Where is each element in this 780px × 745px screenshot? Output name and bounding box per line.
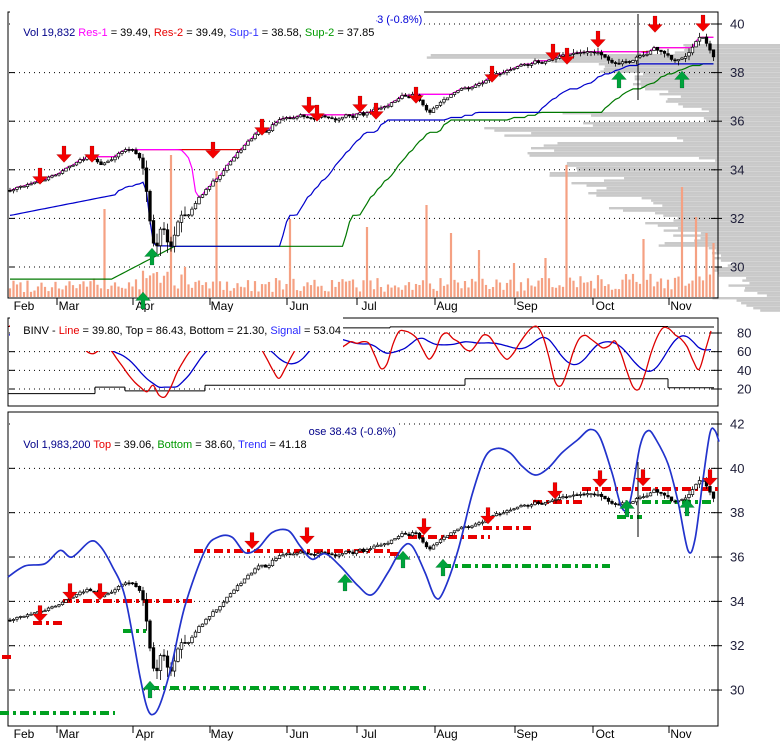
panel3-signal-arrows — [32, 469, 718, 699]
month-label: Nov — [670, 299, 691, 313]
osc-line-label: Line — [58, 325, 80, 337]
y-axis-label: 38 — [730, 65, 744, 80]
panel2-symbol: BINV - — [23, 325, 59, 337]
panel3-volume: Vol 1,983,200 — [23, 439, 94, 451]
month-label: Mar — [59, 299, 80, 313]
month-label: Oct — [596, 727, 615, 741]
top-label: Top — [93, 439, 112, 451]
y-axis-label: 34 — [730, 162, 744, 177]
sup1-value: = 38.58, — [258, 27, 305, 39]
sup2-label: Sup-2 — [304, 27, 335, 39]
y-axis-label: 40 — [730, 461, 744, 476]
trend-line — [7, 427, 720, 716]
panel3-candles — [8, 476, 716, 680]
month-label: Aug — [436, 727, 457, 741]
top-value: = 39.06, — [111, 439, 158, 451]
month-label: Sep — [516, 299, 538, 313]
month-label: Aug — [436, 299, 457, 313]
volume-bars — [8, 155, 715, 297]
y-axis-label: 40 — [730, 17, 744, 32]
y-axis-label: 20 — [737, 381, 751, 396]
bottom-label: Bottom — [157, 439, 193, 451]
y-axis-label: 60 — [737, 344, 751, 359]
month-label: May — [211, 727, 234, 741]
y-axis-label: 30 — [730, 260, 744, 275]
month-label: Jun — [289, 299, 308, 313]
panel2-header: BINV - Line = 39.80, Top = 86.43, Bottom… — [10, 312, 344, 351]
month-label: Nov — [670, 727, 691, 741]
sup2-value: = 37.85 — [334, 27, 375, 39]
y-axis-label: 36 — [730, 550, 744, 565]
y-axis-label: 32 — [730, 638, 744, 653]
month-label: Jun — [289, 727, 308, 741]
y-axis-label: 34 — [730, 594, 744, 609]
panel1-grid: 40 38 36 34 32 30 — [7, 11, 744, 299]
y-axis-label: 42 — [730, 417, 744, 432]
y-axis-label: 80 — [737, 326, 751, 341]
month-label: May — [211, 299, 234, 313]
panel2-oscillator: 80 60 40 20 — [7, 317, 751, 407]
y-axis-label: 36 — [730, 114, 744, 129]
res2-value: = 39.49, — [183, 27, 230, 39]
y-axis-label: 32 — [730, 211, 744, 226]
res1-value: = 39.49, — [107, 27, 154, 39]
osc-signal-label: Signal — [270, 325, 301, 337]
y-axis-label: 38 — [730, 505, 744, 520]
osc-signal-value: = 53.04 — [300, 325, 342, 337]
y-axis-label: 30 — [730, 683, 744, 698]
month-label: Oct — [596, 299, 615, 313]
res2-label: Res-2 — [153, 27, 184, 39]
month-label: Mar — [59, 727, 80, 741]
trend-label: Trend — [238, 439, 267, 451]
bottom-value: = 38.60, — [192, 439, 239, 451]
month-label: Jul — [361, 727, 376, 741]
trend-value: = 41.18 — [266, 439, 307, 451]
osc-mid-values: = 39.80, Top = 86.43, Bottom = 21.30, — [79, 325, 271, 337]
month-label: Apr — [136, 727, 155, 741]
panel1-volume: Vol 19,832 — [23, 27, 79, 39]
panel3-month-axis: Feb Mar Apr May Jun Jul Aug Sep Oct Nov — [14, 726, 692, 741]
month-label: Feb — [14, 727, 35, 741]
res1-label: Res-1 — [78, 27, 108, 39]
month-label: Sep — [516, 727, 538, 741]
panel1-header-line2: Vol 19,832 Res-1 = 39.49, Res-2 = 39.49,… — [10, 14, 377, 53]
panel3-header-line2: Vol 1,983,200 Top = 39.06, Bottom = 38.6… — [10, 426, 309, 465]
month-label: Jul — [361, 299, 376, 313]
month-label: Feb — [14, 299, 35, 313]
resistance-support-lines — [9, 36, 714, 280]
y-axis-label: 40 — [737, 363, 751, 378]
panel3-grid: 42 40 38 36 34 32 30 — [7, 411, 744, 727]
sup1-label: Sup-1 — [229, 27, 259, 39]
panel1-signal-arrows — [32, 14, 711, 310]
